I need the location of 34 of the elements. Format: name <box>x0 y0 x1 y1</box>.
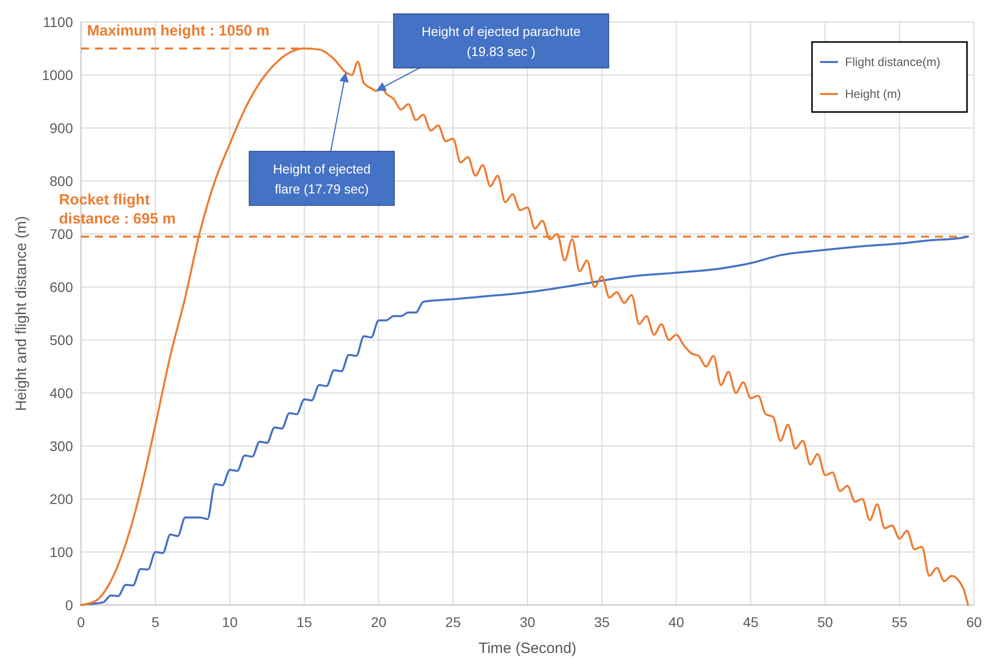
y-tick-label: 0 <box>65 597 74 613</box>
y-tick-label: 700 <box>50 226 74 242</box>
x-tick-label: 25 <box>445 614 462 630</box>
ref-line-label: Maximum height : 1050 m <box>87 22 270 40</box>
x-tick-label: 30 <box>520 614 536 630</box>
annotation: Height of ejected flare (17.79 sec) <box>272 161 371 196</box>
y-tick-label: 1100 <box>42 14 74 30</box>
y-tick-label: 800 <box>50 173 74 189</box>
y-tick-label: 300 <box>50 438 74 454</box>
line-series <box>80 236 970 606</box>
legend-label: Flight distance(m) <box>845 55 940 69</box>
x-tick-label: 15 <box>296 614 312 630</box>
x-tick-label: 50 <box>817 614 834 630</box>
y-tick-label: 1000 <box>42 67 74 83</box>
y-tick-label: 400 <box>50 385 74 401</box>
ref-line-label: Rocket flight distance : 695 m <box>59 192 176 228</box>
y-tick-label: 900 <box>50 120 74 136</box>
y-axis-title: Height and flight distance (m) <box>13 216 30 412</box>
x-tick-label: 60 <box>966 614 982 630</box>
legend-label: Height (m) <box>845 87 902 101</box>
x-tick-label: 45 <box>742 614 759 630</box>
y-tick-label: 200 <box>50 491 74 507</box>
x-tick-label: 20 <box>370 614 387 630</box>
x-tick-label: 40 <box>668 614 684 630</box>
y-tick-label: 100 <box>50 544 74 560</box>
x-axis-title: Time (Second) <box>478 640 576 657</box>
x-tick-label: 0 <box>77 614 86 630</box>
x-tick-label: 5 <box>152 614 160 630</box>
x-tick-label: 10 <box>222 614 238 630</box>
y-tick-label: 500 <box>50 332 74 348</box>
x-tick-label: 35 <box>594 614 610 630</box>
x-tick-label: 55 <box>892 614 908 630</box>
annotation: Height of ejected parachute (19.83 sec ) <box>422 24 581 59</box>
y-tick-label: 600 <box>50 279 74 295</box>
